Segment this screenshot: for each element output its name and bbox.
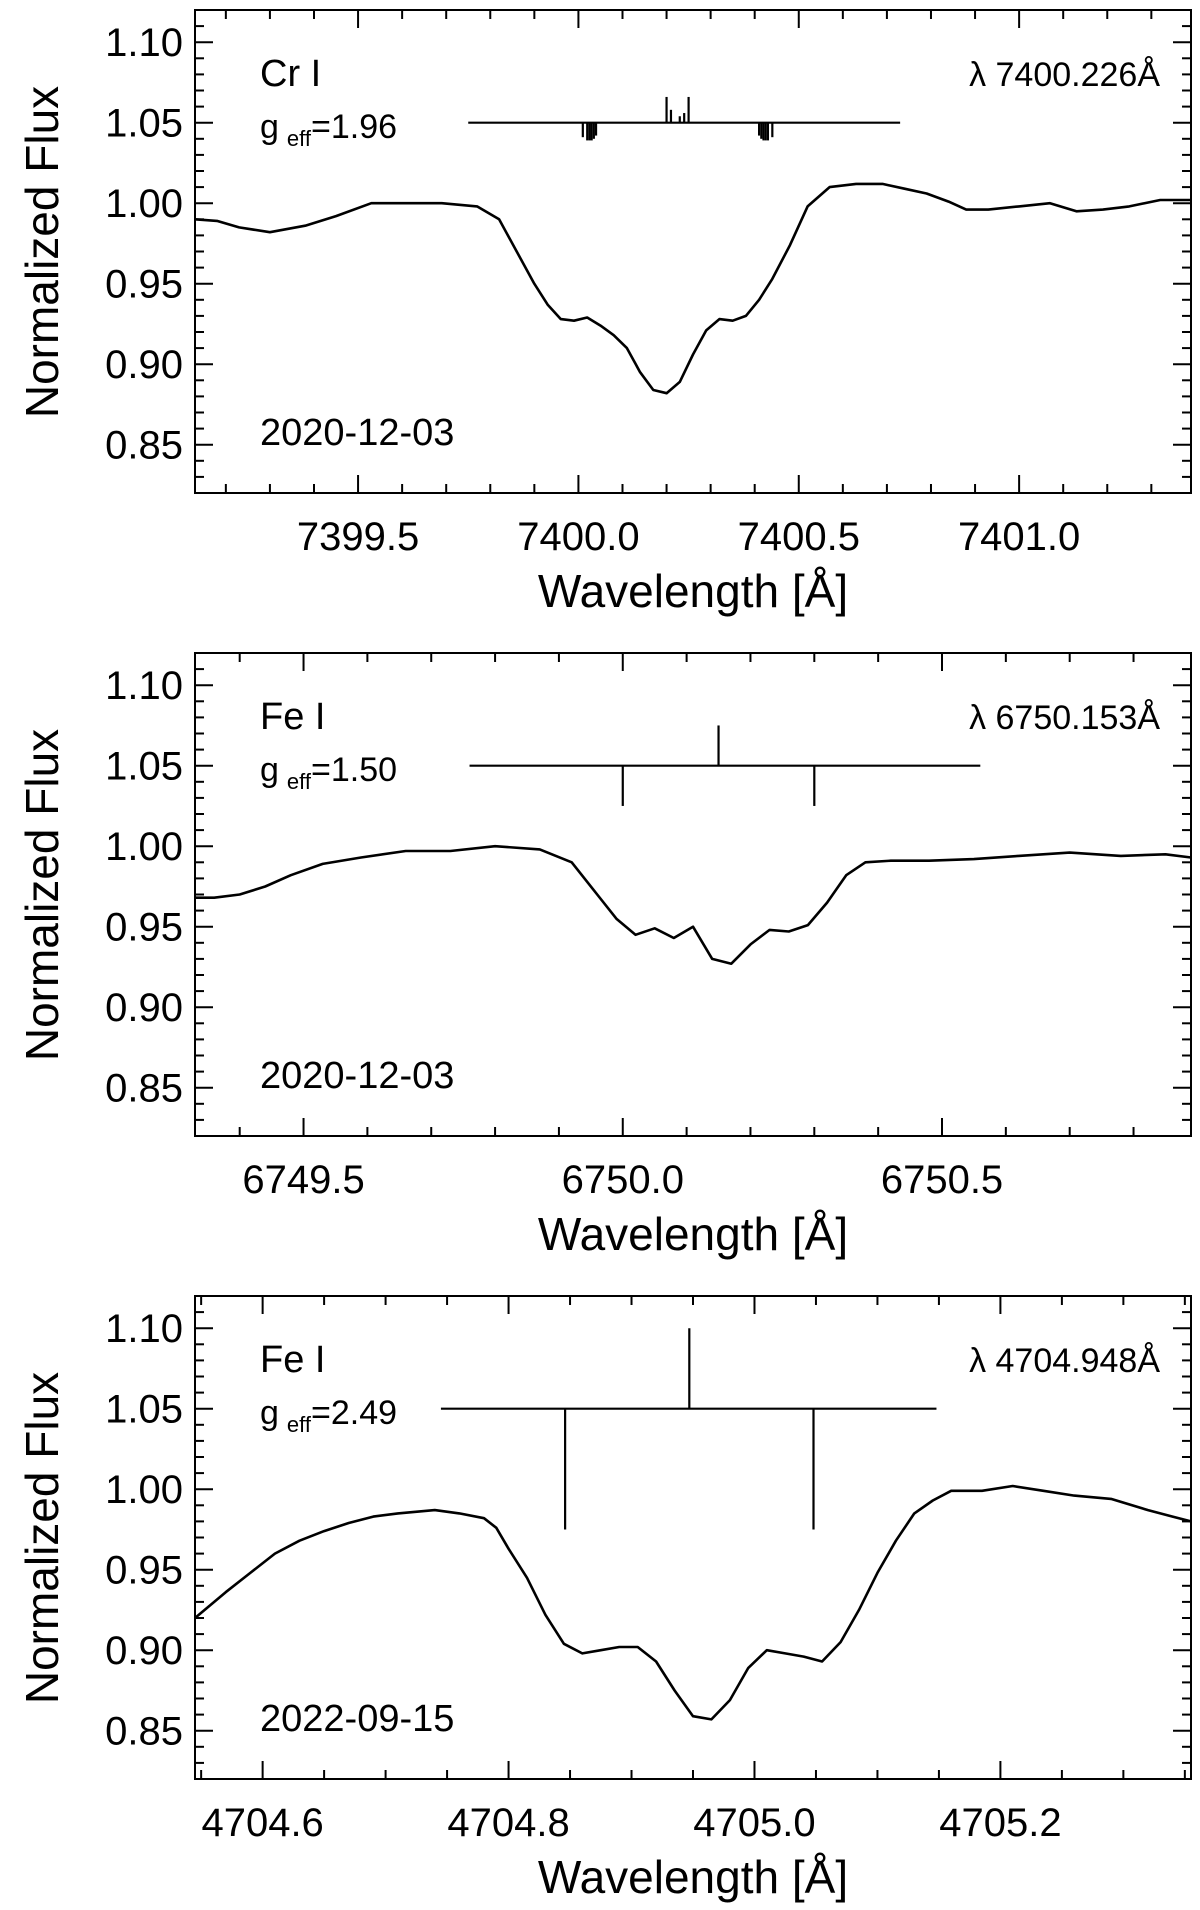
flux-line (194, 182, 1191, 395)
element-label: Fe I (260, 1339, 325, 1381)
axis-ticks (195, 1295, 1191, 1780)
y-tick-label: 1.00 (105, 182, 183, 226)
y-tick-label: 0.85 (105, 1710, 183, 1754)
x-axis-label: Wavelength [Å] (538, 1208, 848, 1260)
x-tick-label: 4705.2 (939, 1801, 1061, 1845)
x-axis-label: Wavelength [Å] (538, 1851, 848, 1903)
g-eff-label: g eff=1.96 (260, 108, 397, 151)
panel-cr-7400: 0.85 0.90 0.95 1.00 1.05 1.10 7399.5 7400.0 740… (16, 9, 1192, 617)
x-tick-label: 7399.5 (297, 515, 419, 559)
date-label: 2020-12-03 (260, 412, 454, 454)
y-tick-label: 1.00 (105, 1468, 183, 1512)
x-tick-label: 7400.0 (517, 515, 639, 559)
y-tick-labels: 0.85 0.90 0.95 1.00 1.05 1.10 (105, 1307, 183, 1754)
axis-ticks (195, 652, 1191, 1137)
g-eff-label: g eff=2.49 (260, 1394, 397, 1437)
panel-fe-6750: 0.85 0.90 0.95 1.00 1.05 1.10 6749.5 6750.0 675… (16, 652, 1192, 1260)
x-tick-label: 4704.8 (447, 1801, 569, 1845)
y-tick-label: 0.95 (105, 263, 183, 307)
flux-series (195, 844, 1192, 966)
wavelength-label: λ 4704.948Å (969, 1342, 1160, 1380)
date-label: 2020-12-03 (260, 1055, 454, 1097)
x-tick-labels: 7399.5 7400.0 7400.5 7401.0 (297, 515, 1080, 559)
y-tick-label: 0.95 (105, 906, 183, 950)
wavelength-label: λ 7400.226Å (969, 56, 1160, 94)
y-tick-label: 0.90 (105, 1629, 183, 1673)
y-axis-label: Normalized Flux (16, 86, 68, 418)
zeeman-pattern (469, 725, 981, 806)
zeeman-pattern (468, 96, 901, 141)
y-tick-label: 1.05 (105, 102, 183, 146)
g-eff-label: g eff=1.50 (260, 751, 397, 794)
y-tick-label: 1.10 (105, 1307, 183, 1351)
x-tick-labels: 4704.6 4704.8 4705.0 4705.2 (201, 1801, 1061, 1845)
flux-line (195, 844, 1192, 966)
x-tick-labels: 6749.5 6750.0 6750.5 (242, 1158, 1003, 1202)
y-tick-label: 0.85 (105, 424, 183, 468)
y-axis-label: Normalized Flux (16, 729, 68, 1061)
x-tick-label: 4705.0 (693, 1801, 815, 1845)
zeeman-pattern (440, 1328, 937, 1530)
x-tick-label: 7400.5 (738, 515, 860, 559)
y-tick-label: 1.10 (105, 21, 183, 65)
y-tick-label: 1.10 (105, 664, 183, 708)
flux-line (194, 1484, 1192, 1721)
y-tick-labels: 0.85 0.90 0.95 1.00 1.05 1.10 (105, 21, 183, 468)
panel-fe-4704: 0.850.900.951.001.051.10 4704.6 4704.8 470… (16, 1295, 1192, 1903)
x-tick-label: 6749.5 (242, 1158, 364, 1202)
element-label: Cr I (260, 53, 321, 95)
element-label: Fe I (260, 696, 325, 738)
y-tick-labels: 0.85 0.90 0.95 1.00 1.05 1.10 (105, 664, 183, 1110)
y-tick-label: 0.95 (105, 1549, 183, 1593)
x-tick-label: 7401.0 (958, 515, 1080, 559)
y-tick-label: 0.90 (105, 986, 183, 1030)
x-tick-label: 6750.5 (881, 1158, 1003, 1202)
y-axis-label: Normalized Flux (16, 1372, 68, 1704)
wavelength-label: λ 6750.153Å (969, 699, 1160, 737)
x-tick-label: 4704.6 (201, 1801, 323, 1845)
axis-ticks (195, 9, 1191, 494)
flux-series (194, 1484, 1192, 1721)
y-tick-label: 1.00 (105, 825, 183, 869)
y-tick-label: 1.05 (105, 745, 183, 789)
y-tick-label: 0.85 (105, 1067, 183, 1111)
flux-series (194, 182, 1191, 395)
y-tick-label: 0.90 (105, 343, 183, 387)
x-tick-label: 6750.0 (562, 1158, 684, 1202)
date-label: 2022-09-15 (260, 1698, 454, 1740)
y-tick-label: 1.05 (105, 1388, 183, 1432)
x-axis-label: Wavelength [Å] (538, 565, 848, 617)
